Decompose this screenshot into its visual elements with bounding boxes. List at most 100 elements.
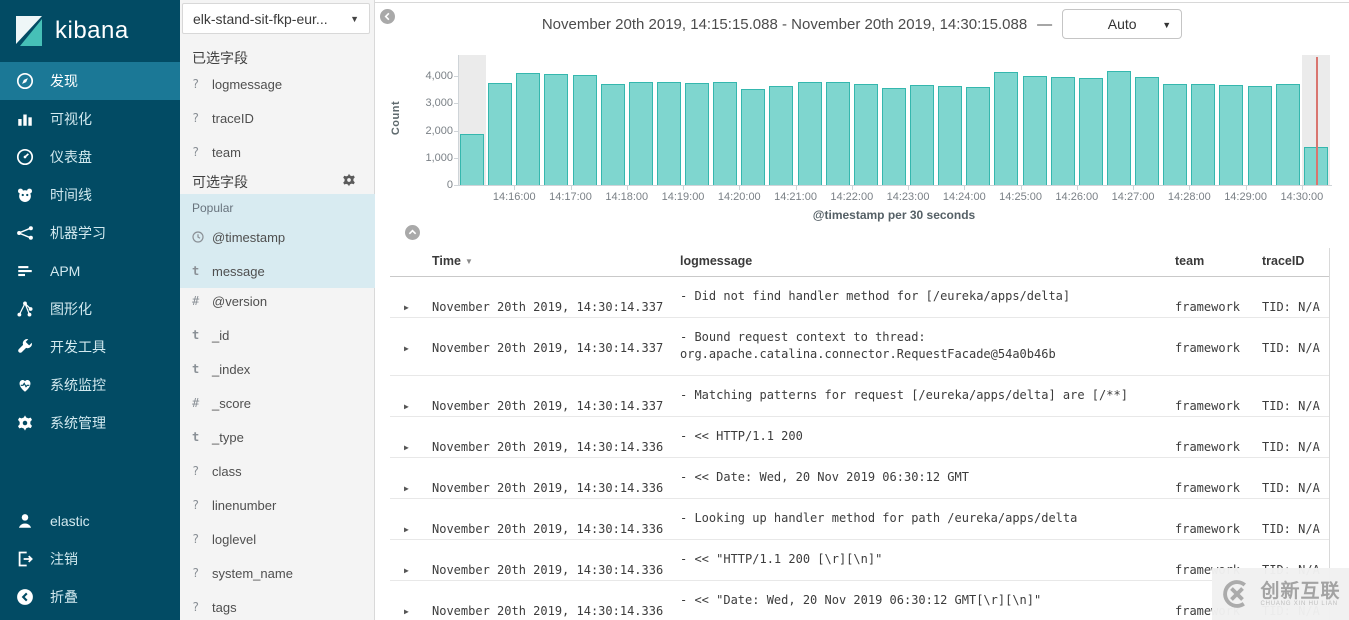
histogram-bar[interactable] [825, 81, 850, 185]
histogram-bar[interactable] [994, 71, 1019, 185]
collapse-icon [16, 588, 34, 606]
histogram-bar[interactable] [881, 87, 906, 185]
sidebar-item-label: 折叠 [50, 589, 78, 605]
sidebar-item-user[interactable]: elastic [0, 502, 180, 540]
histogram-bar[interactable] [1078, 78, 1103, 185]
available-fields-header: 可选字段 [192, 174, 248, 190]
time-range-text[interactable]: November 20th 2019, 14:15:15.088 - Novem… [541, 15, 1028, 33]
time-range-bar: November 20th 2019, 14:15:15.088 - Novem… [375, 3, 1349, 45]
histogram-bar[interactable] [685, 82, 710, 185]
field-item-team[interactable]: ? team [180, 135, 375, 169]
histogram-bar[interactable] [544, 74, 569, 185]
field-item-_score[interactable]: # _score [180, 386, 375, 420]
sidebar-item-graph[interactable]: 图形化 [0, 290, 180, 328]
field-item-class[interactable]: ? class [180, 454, 375, 488]
column-header-traceid[interactable]: traceID [1262, 254, 1305, 268]
field-item-_id[interactable]: t _id [180, 318, 375, 352]
x-tickmark [683, 186, 685, 190]
sidebar-item-timelion[interactable]: 时间线 [0, 176, 180, 214]
histogram-bar[interactable] [769, 86, 794, 185]
popular-label: Popular [192, 201, 234, 215]
field-item-_type[interactable]: t _type [180, 420, 375, 454]
expand-row-icon[interactable]: ▶ [404, 484, 409, 493]
expand-row-icon[interactable]: ▶ [404, 566, 409, 575]
field-item-logmessage[interactable]: ? logmessage [180, 67, 375, 101]
field-item-loglevel[interactable]: ? loglevel [180, 522, 375, 556]
field-item-linenumber[interactable]: ? linenumber [180, 488, 375, 522]
histogram-bar[interactable] [1135, 77, 1160, 185]
histogram-bar[interactable] [628, 81, 653, 185]
kibana-logo[interactable]: kibana [0, 0, 180, 62]
histogram-bar[interactable] [460, 134, 484, 185]
histogram-bar[interactable] [853, 83, 878, 185]
histogram-bar[interactable] [656, 81, 681, 185]
sidebar-item-apm[interactable]: APM [0, 252, 180, 290]
app-title: kibana [55, 17, 129, 44]
histogram-bar[interactable] [938, 85, 963, 185]
cell-team: framework [1175, 341, 1241, 355]
column-header-logmessage[interactable]: logmessage [680, 254, 753, 268]
sidebar-item-devtools[interactable]: 开发工具 [0, 328, 180, 366]
column-header-time[interactable]: Time ▼ [432, 254, 473, 268]
column-header-team[interactable]: team [1175, 254, 1205, 268]
histogram-bar[interactable] [1050, 76, 1075, 185]
histogram-bar[interactable] [966, 86, 991, 185]
fields-panel: elk-stand-sit-fkp-eur... ▼ 已选字段 ? logmess… [180, 0, 375, 620]
cell-logmessage: - Bound request context to thread: org.a… [680, 330, 1056, 361]
x-tickmark [908, 186, 910, 190]
cell-logmessage: - Looking up handler method for path /eu… [680, 511, 1078, 525]
collapse-fields-panel-button[interactable] [380, 9, 395, 24]
field-item-message[interactable]: t message [180, 254, 375, 288]
sidebar-item-ml[interactable]: 机器学习 [0, 214, 180, 252]
histogram-bar[interactable] [488, 82, 513, 185]
table-row: ▶ November 20th 2019, 14:30:14.337 - Did n… [390, 288, 1329, 318]
y-tick-label: 2,000 [425, 124, 453, 137]
field-item-system_name[interactable]: ? system_name [180, 556, 375, 590]
histogram-bar[interactable] [741, 88, 766, 185]
collapse-histogram-button[interactable] [405, 225, 420, 240]
expand-row-icon[interactable]: ▶ [404, 525, 409, 534]
sidebar-item-logout[interactable]: 注销 [0, 540, 180, 578]
x-tick-label: 14:29:00 [1224, 191, 1268, 203]
field-name: team [212, 144, 241, 160]
interval-dropdown[interactable]: Auto ▼ [1062, 9, 1183, 39]
histogram-bar[interactable] [797, 81, 822, 185]
expand-row-icon[interactable]: ▶ [404, 402, 409, 411]
index-pattern-selector[interactable]: elk-stand-sit-fkp-eur... ▼ [182, 3, 370, 34]
x-axis-line [458, 185, 1332, 186]
histogram-bar[interactable] [516, 73, 541, 185]
histogram-bar[interactable] [1163, 84, 1188, 185]
histogram-bar[interactable] [1219, 85, 1244, 185]
histogram-bar[interactable] [1022, 76, 1047, 185]
sort-desc-icon: ▼ [464, 257, 473, 266]
field-item-tags[interactable]: ? tags [180, 590, 375, 620]
field-settings-gear-icon[interactable] [342, 173, 356, 187]
sidebar-item-collapse[interactable]: 折叠 [0, 578, 180, 616]
field-item-_index[interactable]: t _index [180, 352, 375, 386]
histogram-bar[interactable] [713, 81, 738, 185]
histogram-bar[interactable] [572, 75, 597, 185]
field-name: _index [212, 361, 251, 377]
histogram-bar[interactable] [1191, 84, 1216, 185]
sidebar-item-visualize[interactable]: 可视化 [0, 100, 180, 138]
sidebar-item-label: 注销 [50, 551, 78, 567]
field-item-@timestamp[interactable]: @timestamp [180, 220, 375, 254]
sidebar-item-discover[interactable]: 发现 [0, 62, 180, 100]
sidebar-item-dashboard[interactable]: 仪表盘 [0, 138, 180, 176]
histogram-bar[interactable] [1247, 85, 1272, 185]
histogram-bar[interactable] [910, 84, 935, 185]
x-tickmark [739, 186, 741, 190]
monitoring-icon [16, 376, 34, 394]
field-item-@version[interactable]: # @version [180, 284, 375, 318]
expand-row-icon[interactable]: ▶ [404, 443, 409, 452]
expand-row-icon[interactable]: ▶ [404, 303, 409, 312]
sidebar-item-monitoring[interactable]: 系统监控 [0, 366, 180, 404]
dashboard-icon [16, 148, 34, 166]
histogram-bar[interactable] [1275, 84, 1300, 185]
expand-row-icon[interactable]: ▶ [404, 607, 409, 616]
histogram-bar[interactable] [1106, 71, 1131, 185]
field-item-traceID[interactable]: ? traceID [180, 101, 375, 135]
histogram-bar[interactable] [600, 84, 625, 185]
expand-row-icon[interactable]: ▶ [404, 344, 409, 353]
sidebar-item-management[interactable]: 系统管理 [0, 404, 180, 442]
